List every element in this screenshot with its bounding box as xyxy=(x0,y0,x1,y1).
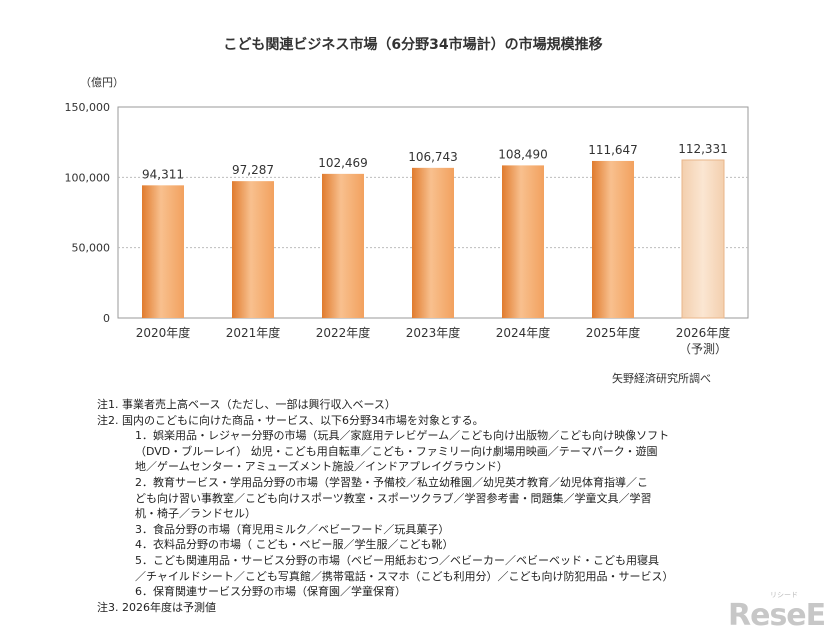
x-tick-label: 2025年度 xyxy=(586,325,641,340)
bar-2025年度 xyxy=(592,160,634,318)
y-tick-label: 50,000 xyxy=(72,242,111,255)
bar-2022年度 xyxy=(322,173,364,318)
bar-2020年度 xyxy=(142,185,184,318)
bar-2021年度 xyxy=(232,181,274,318)
data-label: 102,469 xyxy=(318,156,368,170)
notes-block: 注1. 事業者売上高ベース（ただし、一部は興行収入ベース） 注2. 国内のこども… xyxy=(97,397,737,615)
note-3: 注3. 2026年度は予測値 xyxy=(97,600,216,614)
x-tick-label: 2024年度 xyxy=(496,325,551,340)
x-tick-label: 2022年度 xyxy=(316,325,371,340)
x-tick-label: 2023年度 xyxy=(406,325,461,340)
y-axis-unit-label: （億円） xyxy=(80,76,124,89)
data-label: 108,490 xyxy=(498,147,548,161)
note-item-3-line-1: 3．食品分野の市場（育児用ミルク／ベビーフード／玩具菓子） xyxy=(135,522,450,536)
x-tick-label: 2021年度 xyxy=(226,325,281,340)
note-1: 注1. 事業者売上高ベース（ただし、一部は興行収入ベース） xyxy=(97,398,396,411)
bar-2024年度 xyxy=(502,165,544,318)
x-tick-label: 2020年度 xyxy=(136,325,191,340)
note-item-6-line-1: 6．保育関連サービス分野の市場（保育園／学童保育） xyxy=(135,585,406,599)
x-tick-sublabel: （予測） xyxy=(679,342,727,356)
bar-2023年度 xyxy=(412,167,454,318)
note-item-2-line-1: 2．教育サービス・学用品分野の市場（学習塾・予備校／私立幼稚園／幼児英才教育／幼… xyxy=(135,475,648,489)
note-2: 注2. 国内のこどもに向けた商品・サービス、以下6分野34市場を対象とする。 xyxy=(97,413,484,427)
x-tick-label: 2026年度 xyxy=(676,325,731,340)
note-item-1-line-1: 1．娯楽用品・レジャー分野の市場（玩具／家庭用テレビゲーム／こども向け出版物／こ… xyxy=(135,429,670,443)
y-tick-label: 150,000 xyxy=(65,101,111,114)
bar-chart: 0 50,000 100,000 150,000 94,311 2020年度 97,287 2… xyxy=(65,101,749,356)
data-label: 112,331 xyxy=(678,142,728,156)
note-2-items: 1．娯楽用品・レジャー分野の市場（玩具／家庭用テレビゲーム／こども向け出版物／こ… xyxy=(97,428,737,600)
note-item-1-line-3: 地／ゲームセンター・アミューズメント施設／インドアプレイグラウンド） xyxy=(135,460,508,474)
source-note: 矢野経済研究所調べ xyxy=(612,372,711,385)
y-tick-label: 0 xyxy=(103,312,110,325)
resed-logo-ruby: リシード xyxy=(770,591,798,599)
note-item-2-line-2: ども向け習い事教室／こども向けスポーツ教室・スポーツクラブ／学習参考書・問題集／… xyxy=(135,491,652,505)
bar-2026年度 xyxy=(681,159,725,319)
data-label: 97,287 xyxy=(232,163,274,177)
note-item-2-line-3: 机・椅子／ランドセル） xyxy=(135,507,256,521)
data-label: 106,743 xyxy=(408,150,458,164)
resed-logo: ReseEd xyxy=(728,598,826,633)
note-item-4-line-1: 4．衣料品分野の市場（ こども・ベビー服／学生服／こども靴） xyxy=(135,538,454,552)
note-item-1-line-2: （DVD・ブルーレイ） 幼児・こども用自転車／こども・ファミリー向け劇場用映画／… xyxy=(135,444,658,458)
chart-title: こども関連ビジネス市場（6分野34市場計）の市場規模推移 xyxy=(223,37,603,53)
note-item-5-line-2: ／チャイルドシート／こども写真館／携帯電話・スマホ（こども利用分）／こども向け防… xyxy=(135,569,674,583)
data-label: 111,647 xyxy=(588,143,638,157)
note-item-5-line-1: 5．こども関連用品・サービス分野の市場（ベビー用紙おむつ／ベビーカー／ベビーベッ… xyxy=(135,553,659,567)
data-label: 94,311 xyxy=(142,167,184,181)
y-tick-label: 100,000 xyxy=(65,171,111,184)
